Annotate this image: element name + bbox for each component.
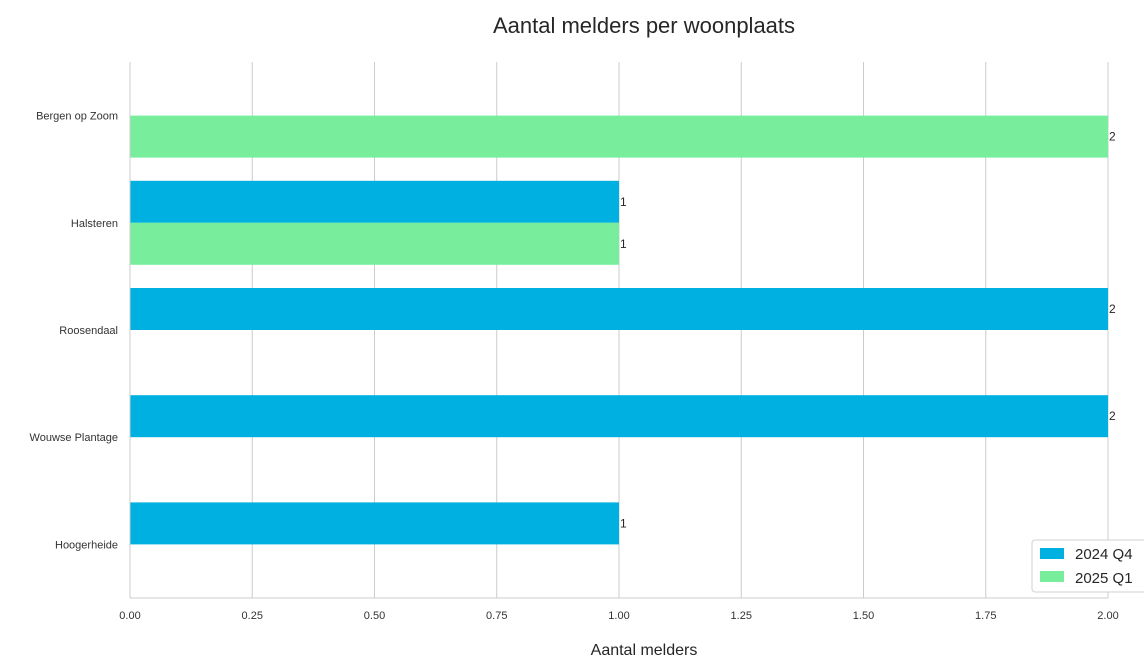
y-tick-label: Hoogerheide <box>55 539 118 551</box>
x-tick-labels: 0.00 0.25 0.50 0.75 1.00 1.25 1.50 1.75 2.00 <box>119 610 1118 622</box>
bar-2025-q1-bergen-op-zoom <box>130 115 1108 158</box>
data-label: 2 <box>1109 409 1116 423</box>
legend-swatch-2024-q4 <box>1040 548 1064 559</box>
x-tick-label: 1.50 <box>853 610 874 622</box>
y-tick-labels: Bergen op Zoom Halsteren Roosendaal Wouwse … <box>30 111 118 552</box>
y-tick-label: Wouwse Plantage <box>30 432 118 444</box>
x-tick-label: 0.25 <box>242 610 263 622</box>
x-tick-label: 0.50 <box>364 610 385 622</box>
x-tick-label: 1.00 <box>608 610 629 622</box>
y-tick-label: Bergen op Zoom <box>36 111 118 123</box>
x-axis-label: Aantal melders <box>591 642 698 657</box>
bar-2025-q1-halsteren <box>130 222 619 265</box>
data-label: 1 <box>620 516 627 530</box>
data-label: 2 <box>1109 130 1116 144</box>
x-tick-label: 2.00 <box>1097 610 1118 622</box>
data-labels: 1 2 2 1 2 1 <box>620 130 1116 531</box>
y-tick-label: Roosendaal <box>59 325 118 337</box>
x-tick-label: 0.75 <box>486 610 507 622</box>
x-tick-label: 1.25 <box>731 610 752 622</box>
x-tick-label: 1.75 <box>975 610 996 622</box>
bar-2024-q4-halsteren <box>130 180 619 223</box>
x-tick-label: 0.00 <box>119 610 140 622</box>
legend-label-2024-q4: 2024 Q4 <box>1075 546 1133 563</box>
data-label: 1 <box>620 195 627 209</box>
legend: 2024 Q4 2025 Q1 <box>1031 539 1144 593</box>
bar-2024-q4-hoogerheide <box>130 502 619 545</box>
data-label: 1 <box>620 237 627 251</box>
legend-swatch-2025-q1 <box>1040 571 1064 582</box>
y-tick-label: Halsteren <box>71 218 118 230</box>
chart-title: Aantal melders per woonplaats <box>493 13 795 38</box>
bar-2024-q4-wouwse-plantage <box>130 395 1108 438</box>
legend-label-2025-q1: 2025 Q1 <box>1075 570 1133 587</box>
data-label: 2 <box>1109 302 1116 316</box>
bar-2024-q4-roosendaal <box>130 288 1108 330</box>
bars <box>130 115 1108 545</box>
